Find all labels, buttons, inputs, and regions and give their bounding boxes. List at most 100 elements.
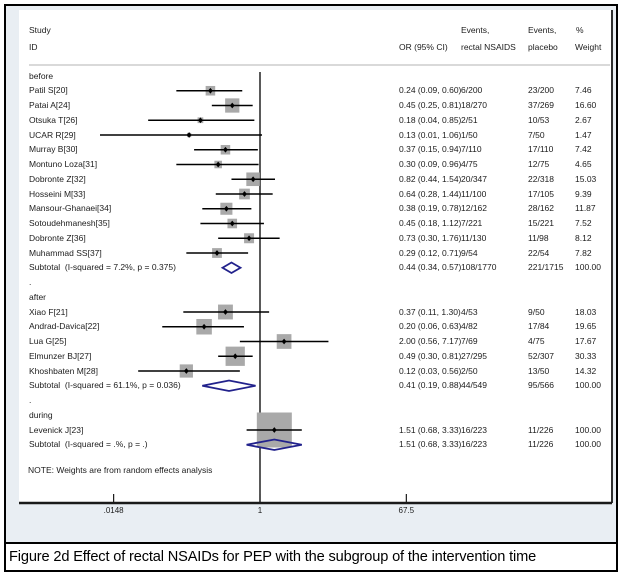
or-ci-value: 0.73 (0.30, 1.76): [399, 232, 462, 243]
subtotal-diamond: [220, 261, 243, 275]
subtotal-or-ci-value: 0.41 (0.19, 0.88): [399, 380, 462, 391]
section-label: during: [29, 409, 53, 420]
point-estimate-marker: [214, 250, 220, 256]
point-estimate-marker: [271, 427, 277, 433]
study-label: Murray B[30]: [29, 144, 78, 155]
weight-value: 7.52: [575, 218, 592, 228]
column-header-weight-2: Weight: [575, 42, 602, 52]
subtotal-weight-value: 100.00: [575, 380, 601, 391]
events-nsaids-value: 4/75: [461, 159, 478, 169]
events-nsaids-value: 2/50: [461, 365, 478, 376]
events-placebo-value: 28/162: [528, 203, 554, 214]
subtotal-events-nsaids-value: 44/549: [461, 380, 487, 391]
events-placebo-value: 13/50: [528, 365, 550, 376]
weight-value: 14.32: [575, 365, 597, 376]
events-placebo-value: 15/221: [528, 218, 554, 228]
events-nsaids-value: 7/69: [461, 336, 478, 346]
events-placebo-value: 17/84: [528, 321, 550, 332]
study-label: Xiao F[21]: [29, 306, 68, 317]
column-header-events-nsaids-2: rectal NSAIDS: [461, 42, 516, 52]
study-label: Dobronte Z[32]: [29, 173, 86, 184]
point-estimate-marker: [198, 117, 203, 124]
axis-tick-label: 1: [257, 506, 263, 515]
subtotal-events-placebo-value: 11/226: [528, 439, 554, 450]
weight-value: 4.65: [575, 159, 592, 169]
events-nsaids-value: 12/162: [461, 203, 487, 214]
events-nsaids-value: 27/295: [461, 350, 487, 361]
spacer-dot: .: [29, 277, 32, 287]
events-placebo-value: 7/50: [528, 129, 545, 140]
or-ci-value: 0.64 (0.28, 1.44): [399, 188, 462, 199]
events-nsaids-value: 6/200: [461, 85, 483, 96]
or-ci-value: 0.24 (0.09, 0.60): [399, 85, 462, 96]
subtotal-diamond: [246, 438, 302, 451]
study-label: Patai A[24]: [29, 100, 71, 110]
weight-value: 15.03: [575, 173, 597, 184]
column-header-id: ID: [29, 42, 38, 52]
events-nsaids-value: 2/51: [461, 114, 478, 125]
events-nsaids-value: 4/82: [461, 321, 478, 332]
or-ci-value: 0.30 (0.09, 0.96): [399, 159, 462, 169]
study-label: Khoshbaten M[28]: [29, 365, 98, 376]
subtotal-weight-value: 100.00: [575, 262, 601, 273]
study-label: Dobronte Z[36]: [29, 232, 86, 243]
events-placebo-value: 22/54: [528, 247, 550, 258]
point-estimate-marker: [242, 191, 247, 197]
or-ci-value: 0.37 (0.15, 0.94): [399, 144, 462, 155]
weights-note: NOTE: Weights are from random effects an…: [28, 465, 213, 475]
point-estimate-marker: [201, 323, 207, 330]
or-ci-value: 0.49 (0.30, 0.81): [399, 350, 462, 361]
study-label: UCAR R[29]: [29, 129, 76, 140]
study-label: Lua G[25]: [29, 336, 67, 346]
or-ci-value: 0.82 (0.44, 1.54): [399, 173, 462, 184]
subtotal-label: Subtotal (I-squared = .%, p = .): [29, 439, 148, 450]
or-ci-value: 0.45 (0.25, 0.81): [399, 100, 462, 110]
events-placebo-value: 9/50: [528, 306, 545, 317]
or-ci-value: 0.45 (0.18, 1.12): [399, 218, 462, 228]
or-ci-value: 0.38 (0.19, 0.78): [399, 203, 462, 214]
section-label: after: [29, 291, 47, 302]
weight-value: 11.87: [575, 203, 596, 214]
subtotal-or-ci-value: 0.44 (0.34, 0.57): [399, 262, 462, 273]
events-nsaids-value: 18/270: [461, 100, 487, 110]
or-ci-value: 0.20 (0.06, 0.63): [399, 321, 462, 332]
events-placebo-value: 11/98: [528, 232, 549, 243]
point-estimate-marker: [250, 176, 256, 183]
study-label: Mansour-Ghanaei[34]: [29, 203, 112, 214]
events-nsaids-value: 11/100: [461, 188, 487, 199]
weight-value: 19.65: [575, 321, 597, 332]
subtotal-events-nsaids-value: 16/223: [461, 439, 487, 450]
events-nsaids-value: 20/347: [461, 173, 487, 184]
point-estimate-marker: [215, 161, 221, 168]
or-ci-value: 1.51 (0.68, 3.33): [399, 424, 462, 435]
column-header-or-ci: OR (95% CI): [399, 42, 448, 52]
subtotal-weight-value: 100.00: [575, 439, 601, 450]
events-nsaids-value: 9/54: [461, 247, 478, 258]
study-label: Sotoudehmanesh[35]: [29, 218, 110, 228]
events-nsaids-value: 4/53: [461, 306, 478, 317]
column-header-events-placebo-1: Events,: [528, 25, 557, 35]
subtotal-label: Subtotal (I-squared = 7.2%, p = 0.375): [29, 262, 176, 273]
or-ci-value: 0.18 (0.04, 0.85): [399, 114, 462, 125]
weight-value: 18.03: [575, 306, 597, 317]
subtotal-diamond: [202, 379, 256, 392]
point-estimate-marker: [223, 309, 228, 315]
or-ci-value: 0.29 (0.12, 0.71): [399, 247, 462, 258]
point-estimate-marker: [246, 235, 252, 242]
point-estimate-marker: [186, 132, 192, 138]
or-ci-value: 2.00 (0.56, 7.17): [399, 336, 462, 346]
study-label: Montuno Loza[31]: [29, 159, 98, 169]
study-label: Elmunzer BJ[27]: [29, 350, 92, 361]
events-placebo-value: 37/269: [528, 100, 554, 110]
axis-tick-label: 67.5: [398, 506, 415, 515]
column-header-events-nsaids-1: Events,: [461, 25, 490, 35]
events-placebo-value: 11/226: [528, 424, 554, 435]
weight-value: 7.42: [575, 144, 592, 155]
events-nsaids-value: 7/110: [461, 144, 482, 155]
events-placebo-value: 23/200: [528, 85, 554, 96]
weight-value: 1.47: [575, 129, 592, 140]
events-placebo-value: 52/307: [528, 350, 554, 361]
subtotal-or-ci-value: 1.51 (0.68, 3.33): [399, 439, 462, 450]
